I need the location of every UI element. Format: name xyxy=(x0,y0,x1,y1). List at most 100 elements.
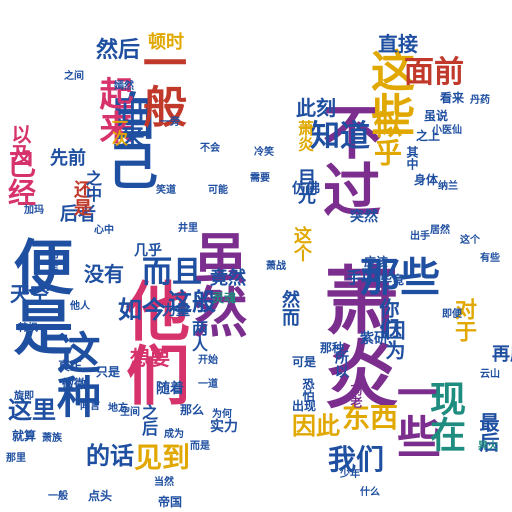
word-cloud-word: 看来 xyxy=(440,91,465,105)
word-cloud-word: 两人 xyxy=(189,320,208,352)
word-cloud-word: 一次 xyxy=(109,114,128,146)
word-cloud-word: 成为 xyxy=(164,429,184,440)
word-cloud-word: 应该 xyxy=(364,255,389,269)
word-cloud-word: 其中 xyxy=(405,146,419,170)
word-cloud-word: 身体 xyxy=(414,173,439,187)
word-cloud-word: 可是 xyxy=(292,355,317,369)
word-cloud-word: 点头 xyxy=(88,489,113,503)
word-cloud-word: 他人 xyxy=(70,301,90,312)
word-cloud-word: 顿时 xyxy=(148,32,184,53)
word-cloud-word: 这般 xyxy=(168,288,216,316)
word-cloud-word: 异火 xyxy=(478,441,498,452)
word-cloud-word: 因为 xyxy=(382,320,406,360)
word-cloud-word: 此刻 xyxy=(296,96,336,120)
word-cloud-word: 真正 xyxy=(58,359,83,373)
word-cloud-word: 什么 xyxy=(360,487,380,498)
word-cloud-word: 那种 xyxy=(320,341,345,355)
word-cloud-word: 仿佛 xyxy=(292,181,320,197)
word-cloud-word: 这里 xyxy=(8,396,56,424)
word-cloud-word: 的话 xyxy=(86,442,134,470)
word-cloud-word: 冷笑 xyxy=(254,147,274,158)
word-cloud-word: 直接 xyxy=(378,32,418,56)
word-cloud-word: 韩枫 xyxy=(18,323,38,334)
word-cloud-word: 想要 xyxy=(130,346,170,370)
word-cloud-word: 药老 xyxy=(349,384,363,408)
word-cloud-word: 再度 xyxy=(492,344,512,365)
word-cloud-word: 出来 xyxy=(116,100,144,148)
word-cloud-word: 似乎 xyxy=(370,110,403,166)
word-cloud-word: 恐怕 xyxy=(301,378,315,402)
word-cloud-word: 虽然 xyxy=(184,230,247,338)
word-cloud-word: 开始 xyxy=(198,355,218,366)
word-cloud-word: 突然 xyxy=(350,209,378,225)
word-cloud-word: 笑道 xyxy=(156,185,176,196)
word-cloud-word: 嫣然 xyxy=(114,81,134,92)
word-cloud-word: 你们 xyxy=(376,298,400,338)
word-cloud-word: 力量 xyxy=(162,303,190,319)
word-cloud-word: 萧战 xyxy=(266,261,286,272)
word-cloud-word: 一般 xyxy=(48,491,68,502)
word-cloud-word: 小医仙 xyxy=(432,125,462,136)
word-cloud-word: 地方 xyxy=(108,403,128,414)
word-cloud-word: 一旁 xyxy=(160,117,180,128)
word-cloud-word: 我们 xyxy=(328,443,385,476)
word-cloud-word: 手中 xyxy=(346,268,379,287)
word-cloud-word: 然后 xyxy=(96,38,141,63)
word-cloud-word: 之中 xyxy=(83,170,102,202)
word-cloud-word: 然而 xyxy=(279,290,300,326)
word-cloud-word: 先前 xyxy=(50,148,86,169)
word-cloud-word: 加玛 xyxy=(24,205,44,216)
word-cloud-word: 紫研 xyxy=(360,331,388,347)
word-cloud-word: 之上 xyxy=(416,129,441,143)
word-cloud-word: 居然 xyxy=(430,225,450,236)
word-cloud-word: 即便 xyxy=(442,309,462,320)
word-cloud-word: 当然 xyxy=(154,477,174,488)
word-cloud-word: 就算 xyxy=(12,429,37,443)
word-cloud-word: 一般 xyxy=(135,40,186,128)
word-cloud-word: 空间 xyxy=(120,407,140,418)
word-cloud-word: 不过 xyxy=(313,102,381,218)
word-cloud-word: 旋即 xyxy=(14,391,34,402)
word-cloud-word: 没有 xyxy=(84,262,124,286)
word-cloud-word: 这个 xyxy=(460,235,480,246)
word-cloud-word: 可能 xyxy=(208,185,228,196)
word-cloud-word: 竟然 xyxy=(210,268,246,289)
word-cloud-word: 见到 xyxy=(134,441,191,474)
word-cloud-word: 所以 xyxy=(333,350,349,378)
word-cloud-word: 面前 xyxy=(404,55,464,90)
word-cloud-word: 萧族 xyxy=(42,433,62,444)
word-cloud-word: 那里 xyxy=(6,453,26,464)
word-cloud-word: 萧炎 xyxy=(295,120,314,152)
word-cloud-word: 这种 xyxy=(49,330,100,418)
word-cloud-word: 一道 xyxy=(198,379,218,390)
word-cloud-word: 微微 xyxy=(62,377,87,391)
word-cloud-word: 自己 xyxy=(100,90,158,190)
word-cloud-word: 那些 xyxy=(360,255,440,301)
word-cloud-word: 现在 xyxy=(424,380,465,452)
word-cloud-word: 如今 xyxy=(118,296,166,324)
word-cloud-word: 还是 xyxy=(71,180,92,216)
word-cloud-word: 虽说 xyxy=(424,109,449,123)
word-cloud-word: 这些 xyxy=(363,48,414,136)
word-cloud-word: 只是 xyxy=(96,365,121,379)
word-cloud-word: 为何 xyxy=(212,409,232,420)
word-cloud-word: 后者 xyxy=(60,204,96,225)
word-cloud-word: 却是 xyxy=(46,250,57,270)
word-cloud-word: 有些 xyxy=(480,253,500,264)
word-cloud-word: 少年 xyxy=(340,469,360,480)
word-cloud-word: 心中 xyxy=(94,225,114,236)
word-cloud-word: 对于 xyxy=(451,298,476,342)
word-cloud-word: 他们 xyxy=(115,278,189,406)
word-cloud-word: 最后 xyxy=(476,412,500,452)
word-cloud-word: 不会 xyxy=(200,143,220,154)
word-cloud-word: 井里 xyxy=(178,223,198,234)
word-cloud-word: 纳兰 xyxy=(438,181,458,192)
word-cloud-word: 云山 xyxy=(480,369,500,380)
word-cloud-word: 之间 xyxy=(64,71,84,82)
word-cloud-word: 因此 xyxy=(292,412,340,440)
word-cloud-word: 这个 xyxy=(291,226,312,262)
word-cloud-word: 目光 xyxy=(295,168,316,204)
word-cloud-word: 丹药 xyxy=(470,95,490,106)
word-cloud-word: 出手 xyxy=(410,231,430,242)
